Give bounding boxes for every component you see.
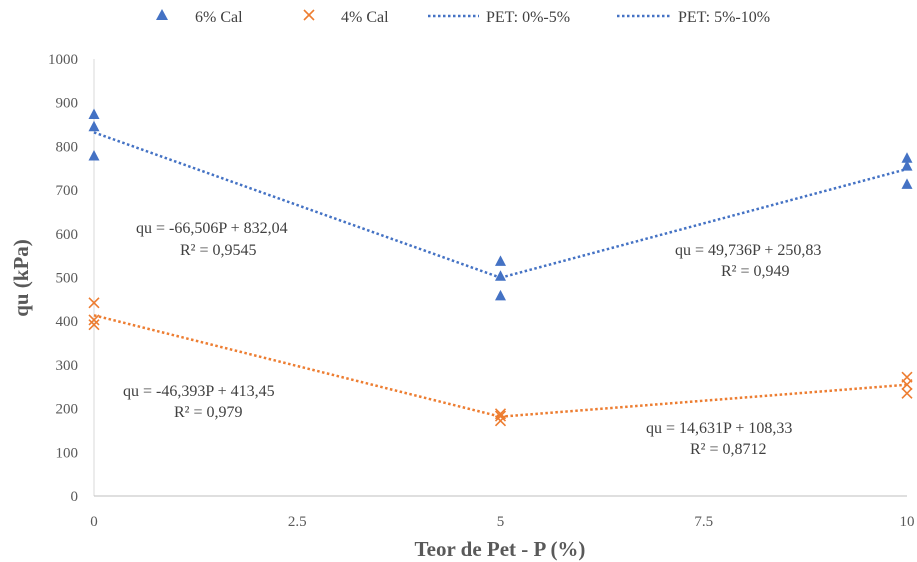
r-squared-label: R² = 0,8712 [690, 441, 767, 458]
y-tick-label: 400 [56, 314, 79, 330]
data-point-series-1 [88, 319, 100, 331]
r-squared-label: R² = 0,9545 [180, 242, 257, 259]
y-tick-labels: 0 100 200 300 400 500 600 700 800 900 1000 [48, 52, 78, 505]
equation-annotations: qu = -66,506P + 832,04 R² = 0,9545 qu = … [123, 220, 821, 458]
y-tick-label: 200 [56, 402, 79, 418]
y-tick-label: 300 [56, 358, 79, 374]
y-tick-label: 100 [56, 445, 79, 461]
data-point-series-0 [495, 289, 506, 301]
data-point-series-1 [494, 415, 507, 427]
x-tick-label: 5 [497, 514, 505, 530]
data-point-series-0 [495, 255, 506, 266]
data-point-series-1 [901, 378, 913, 391]
y-tick-label: 1000 [48, 52, 78, 68]
data-point-series-0 [901, 160, 913, 171]
legend-label-pet-5-10: PET: 5%-10% [678, 9, 770, 26]
x-axis-title: Teor de Pet - P (%) [415, 537, 586, 561]
y-axis-title: qu (kPa) [9, 239, 33, 317]
trendlines [93, 131, 908, 418]
trendline-2 [93, 314, 501, 418]
trendline-3 [500, 383, 908, 418]
equation-label: qu = 49,736P + 250,83 [675, 242, 821, 259]
x-tick-labels: 0 2.5 5 7.5 10 [90, 514, 914, 530]
x-tick-label: 2.5 [288, 514, 307, 530]
legend-marker-6-cal [156, 9, 168, 20]
equation-label: qu = 14,631P + 108,33 [646, 420, 792, 437]
data-points [88, 108, 913, 427]
y-tick-label: 500 [56, 271, 79, 287]
y-tick-label: 700 [56, 183, 79, 199]
data-point-series-1 [88, 314, 100, 326]
x-tick-label: 10 [900, 514, 915, 530]
legend: 6% Cal 4% Cal PET: 0%-5% PET: 5%-10% [156, 9, 770, 26]
y-tick-label: 600 [56, 227, 79, 243]
legend-label-6-cal: 6% Cal [195, 9, 243, 26]
data-point-series-1 [901, 387, 913, 399]
data-point-series-1 [494, 410, 507, 422]
data-point-series-0 [495, 270, 506, 281]
legend-marker-4-cal [303, 9, 315, 21]
data-point-series-0 [88, 120, 100, 132]
y-tick-label: 800 [56, 139, 79, 155]
x-tick-label: 0 [90, 514, 98, 530]
data-point-series-1 [88, 297, 100, 309]
y-tick-label: 0 [71, 489, 79, 505]
data-point-series-0 [88, 108, 100, 119]
r-squared-label: R² = 0,949 [721, 263, 790, 280]
trendline-0 [93, 131, 501, 279]
data-point-series-0 [901, 152, 913, 163]
equation-label: qu = -66,506P + 832,04 [136, 220, 288, 237]
r-squared-label: R² = 0,979 [174, 404, 243, 421]
legend-label-4-cal: 4% Cal [341, 9, 389, 26]
trendline-1 [500, 167, 908, 279]
legend-label-pet-0-5: PET: 0%-5% [486, 9, 570, 26]
data-point-series-0 [901, 178, 913, 189]
equation-label: qu = -46,393P + 413,45 [123, 383, 275, 400]
y-tick-label: 900 [56, 96, 79, 112]
data-point-series-0 [88, 150, 100, 161]
x-tick-label: 7.5 [694, 514, 713, 530]
